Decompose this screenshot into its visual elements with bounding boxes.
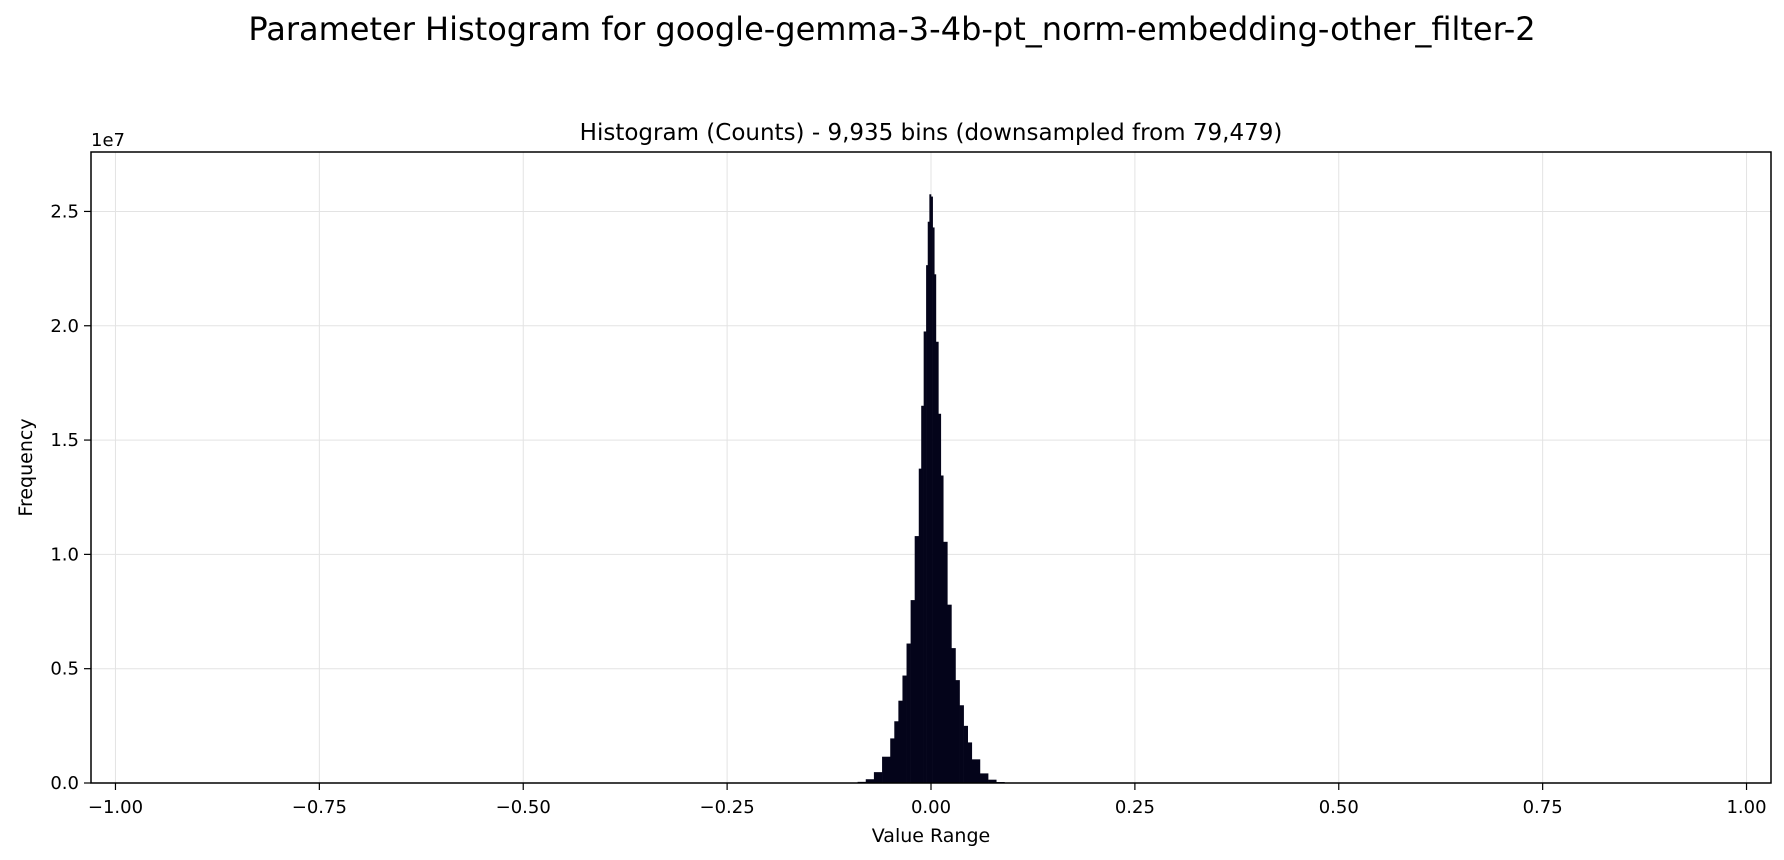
histogram-bar [873,772,883,783]
histogram-bar [934,274,937,783]
y-tick-label: 2.0 [50,316,79,337]
x-tick-label: −0.75 [292,797,347,818]
x-tick-label: 0.00 [911,797,951,818]
histogram-bar [927,221,930,783]
x-tick-label: 0.75 [1523,797,1563,818]
histogram-bar [902,675,907,783]
y-tick-label: 1.0 [50,544,79,565]
y-tick-label: 0.5 [50,659,79,680]
histogram-bar [921,405,924,783]
x-tick-label: 0.50 [1319,797,1359,818]
bars-layer [849,194,1013,784]
x-tick-label: −0.25 [700,797,755,818]
histogram-bar [955,680,960,783]
histogram-bar [947,604,952,783]
histogram-bar [894,721,899,783]
y-tick-label: 0.0 [50,773,79,794]
histogram-bar [910,600,915,783]
histogram-bar [918,468,922,783]
chart-title: Histogram (Counts) - 9,935 bins (downsam… [580,120,1283,146]
x-tick-label: −1.00 [88,797,143,818]
histogram-bar [940,475,944,783]
histogram-bar [890,738,895,783]
figure-suptitle: Parameter Histogram for google-gemma-3-4… [248,10,1536,48]
histogram-bar [935,341,939,783]
histogram-bar [923,331,927,783]
y-tick-label: 2.5 [50,201,79,222]
histogram-bar [865,779,875,783]
y-scale-label: 1e7 [91,130,125,151]
histogram-bar [971,759,981,783]
histogram-bar [988,779,997,783]
y-axis-label: Frequency [15,418,37,516]
x-tick-label: 0.25 [1115,797,1155,818]
histogram-bar [898,700,903,783]
x-tick-label: 1.00 [1726,797,1766,818]
histogram-bar [931,196,933,783]
histogram-bar [929,194,932,783]
ticks-layer: −1.00 −0.75 −0.50 −0.25 0.00 0.25 0.50 0.75 1.00… [50,201,1766,818]
histogram-bar [951,648,956,783]
histogram-bar [979,773,989,783]
x-axis-label: Value Range [872,825,990,847]
x-tick-label: −0.50 [496,797,551,818]
histogram-bar [959,705,964,783]
histogram-bar [938,413,942,783]
histogram-bar [914,536,920,783]
y-tick-label: 1.5 [50,430,79,451]
histogram-bar [906,643,911,783]
histogram-bar [967,742,973,783]
histogram-bar [963,725,968,783]
histogram-bar [882,756,891,783]
histogram-bar [932,227,935,783]
histogram-bar [943,541,948,783]
histogram-bar [926,265,929,784]
